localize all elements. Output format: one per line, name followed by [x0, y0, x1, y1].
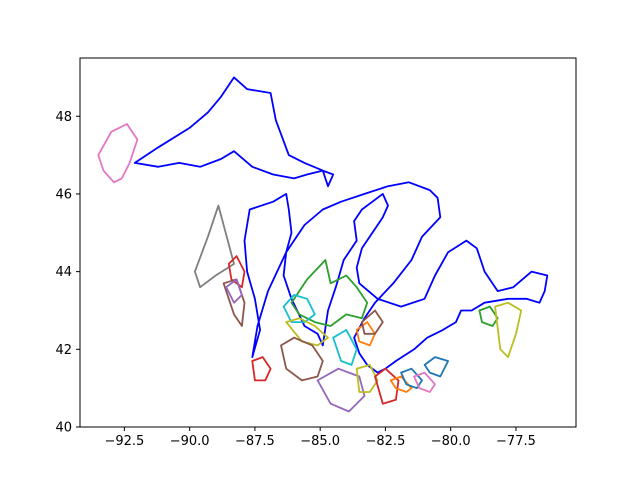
series-watershed-maumee [316, 367, 366, 413]
series-watershed-huron [332, 329, 358, 366]
axes-frame [79, 57, 577, 428]
series-watershed-milwaukee [227, 255, 246, 289]
x-tick-label: −82.5 [366, 434, 406, 449]
y-tick-label: 44 [55, 265, 72, 280]
x-tick-label: −85.0 [300, 434, 340, 449]
series-watershed-muskegon [282, 294, 316, 323]
x-tick-label: −77.5 [496, 434, 536, 449]
series-watershed-ashtabula [400, 367, 423, 390]
series-great-lakes-shoreline [133, 76, 549, 374]
x-axis-ticks: −92.5 −90.0 −87.5 −85.0 −82.5 −80.0 −77.5 [104, 427, 536, 449]
series-watershed-thumb [361, 309, 384, 335]
series-watershed-cuyahoga [374, 367, 400, 405]
series-watershed-niagara [478, 305, 499, 327]
y-tick-label: 46 [55, 187, 72, 202]
series-watershed-grand-oh [389, 375, 413, 393]
series-watershed-wisconsin [194, 204, 235, 289]
series-watershed-wi-small [225, 278, 243, 304]
series-watershed-grand-river [290, 259, 369, 327]
y-tick-label: 42 [55, 343, 72, 358]
x-tick-label: −92.5 [104, 434, 144, 449]
series-watershed-conneaut [413, 371, 436, 393]
y-tick-label: 40 [55, 421, 72, 436]
series-watershed-northwest [97, 123, 139, 184]
series-watershed-indiana [251, 356, 272, 382]
series-watershed-sandusky [355, 364, 379, 393]
series-watershed-clinton [355, 321, 376, 347]
y-tick-label: 48 [55, 110, 72, 125]
y-axis-ticks: 40 42 44 46 48 [55, 110, 80, 436]
x-tick-label: −90.0 [170, 434, 210, 449]
map-outlines [97, 76, 549, 413]
series-watershed-erie-pa [423, 356, 449, 378]
x-tick-label: −80.0 [431, 434, 471, 449]
series-watershed-st-joseph [280, 336, 324, 382]
series-watershed-genesee [494, 301, 523, 358]
x-tick-label: −87.5 [235, 434, 275, 449]
